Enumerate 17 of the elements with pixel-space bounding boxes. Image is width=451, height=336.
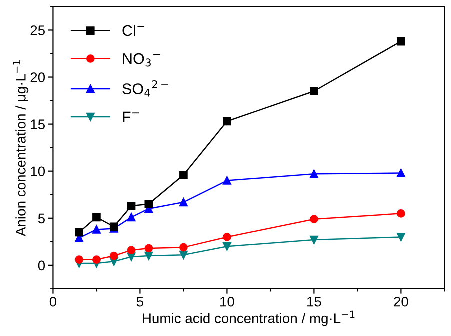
x-tick-label: 10 xyxy=(220,296,234,307)
x-tick-label: 0 xyxy=(50,296,57,307)
y-axis-title: Anion concentration / μg·L$^{−1}$ xyxy=(13,60,29,236)
x-tick-label: 5 xyxy=(136,297,144,307)
y-tick-label: 10 xyxy=(31,166,46,177)
legend-label: F$^{−}$ xyxy=(123,112,140,122)
y-tick-label: 15 xyxy=(31,120,45,130)
y-tick-label: 25 xyxy=(30,26,45,36)
x-tick-label: 15 xyxy=(308,297,322,307)
x-axis-title: Humic acid concentration / mg·L$^{−1}$ xyxy=(143,310,355,326)
legend-label: NO$_{3}$$^{−}$ xyxy=(123,53,160,67)
y-tick-label: 20 xyxy=(30,72,46,82)
legend-label: Cl$^{−}$ xyxy=(122,24,144,36)
y-tick-label: 0 xyxy=(38,260,46,271)
y-tick-label: 5 xyxy=(38,214,45,224)
x-tick-label: 20 xyxy=(394,296,408,307)
legend-label: SO$_{4}$$^{2−}$ xyxy=(122,80,168,97)
